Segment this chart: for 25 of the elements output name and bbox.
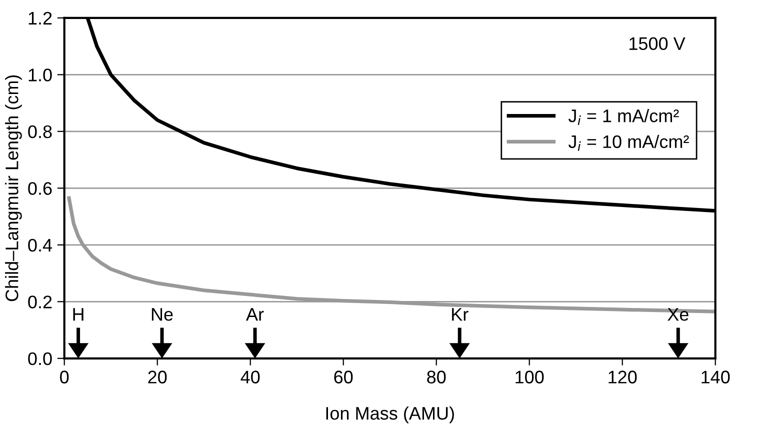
x-tick-label: 40 [240,370,260,384]
legend-label: J$_{i}$ = 10 mA/cm² [568,134,689,151]
ref-line-label: Ne [152,308,173,321]
x-tick-label: 100 [516,370,544,384]
y-tick-label: 1.2 [28,12,52,24]
y-axis-title: Child–Langmuir Length (cm) [5,75,22,302]
y-tick-label: 0.6 [28,182,52,195]
x-tick-label: 80 [427,370,446,384]
y-tick-label: 0.2 [28,296,52,308]
x-tick-label: 60 [334,370,353,384]
ref-line-label: Kr [452,308,468,321]
x-axis-title: Ion Mass (AMU) [326,406,454,424]
x-tick-label: 120 [608,370,637,384]
x-tick-label: 0 [60,370,69,384]
y-tick-label: 0.8 [28,125,52,138]
x-tick-label: 140 [702,370,730,384]
annotation: 1500 V [630,37,686,50]
ref-line-label: H [73,308,84,321]
x-tick-label: 20 [148,370,167,384]
y-tick-label: 1.0 [28,68,52,82]
y-tick-label: 0.4 [28,238,52,252]
ref-line-label: Ar [246,308,264,321]
ref-line-label: Xe [668,308,688,321]
legend-label: J$_{i}$ = 1 mA/cm² [568,108,679,126]
y-tick-label: 0.0 [28,352,52,366]
